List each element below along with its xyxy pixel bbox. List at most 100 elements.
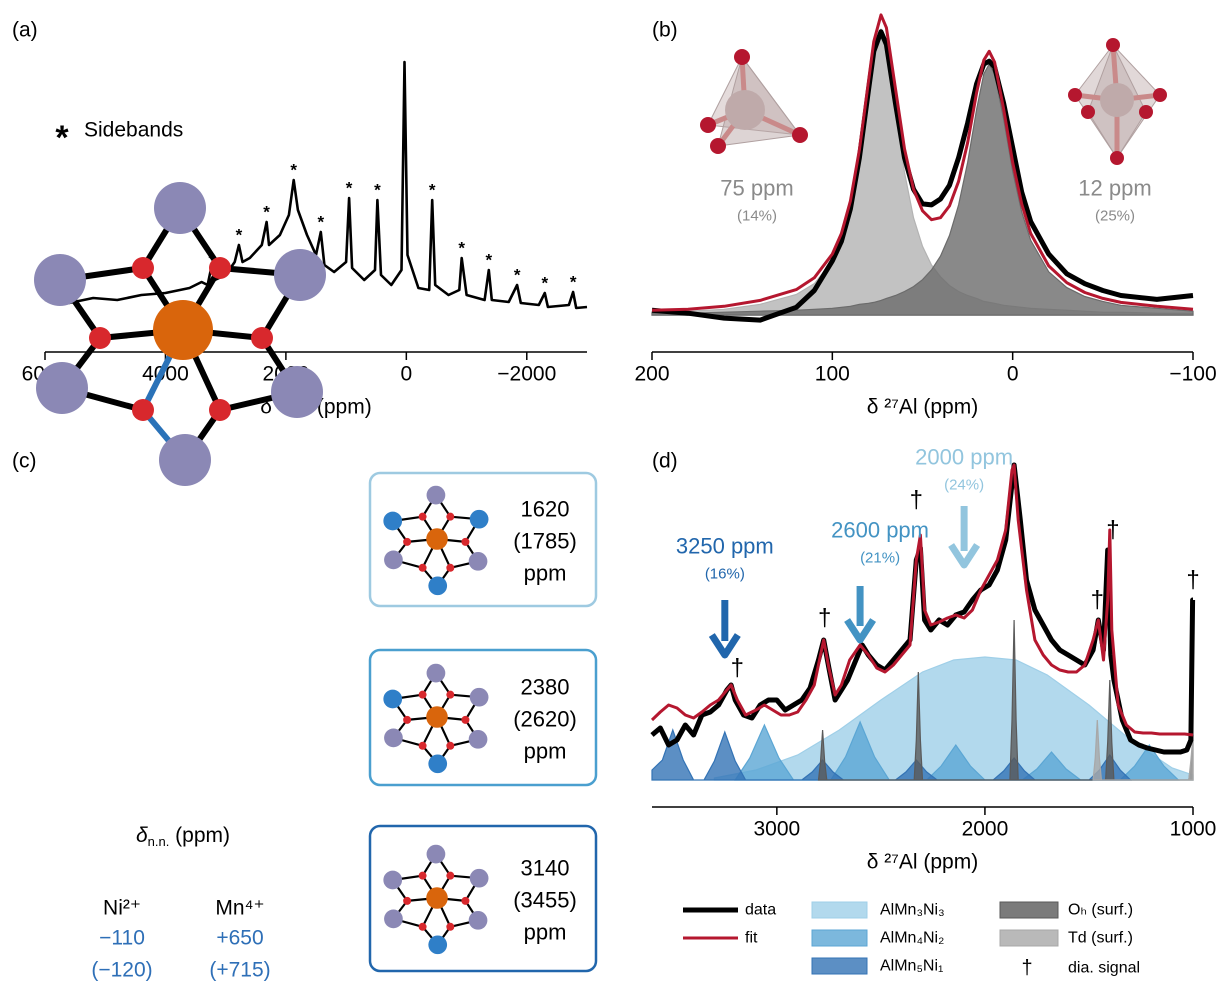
legend-dagger: † (1021, 957, 1032, 979)
mini-structure (383, 486, 488, 595)
o-atom (1081, 105, 1095, 119)
config-shift: 1620 (521, 497, 570, 522)
panel-label: (b) (652, 19, 678, 42)
legend-label: Oₕ (surf.) (1068, 902, 1133, 919)
nn-shift: −110 (99, 927, 145, 950)
nn-shift: +650 (216, 927, 263, 950)
unit: (ppm) (169, 824, 230, 847)
ni-mn-atom (428, 754, 447, 773)
o-atom (132, 399, 154, 421)
nn-shift-alt: (+715) (209, 959, 270, 982)
tetrahedron-icon (700, 49, 808, 154)
legend-swatch (1000, 902, 1058, 918)
ni-mn-atom (154, 182, 206, 234)
ni-mn-atom (469, 730, 488, 749)
panel-label: (d) (652, 450, 678, 473)
al-atom (1100, 83, 1134, 117)
sideband-marker: * (542, 274, 549, 293)
o-atom (209, 399, 231, 421)
ni-mn-atom (383, 512, 402, 531)
ion: Ni²⁺ (103, 897, 141, 920)
x-tick-label: 2000 (962, 818, 1009, 841)
o-atom (403, 897, 411, 905)
al-atom (426, 528, 448, 550)
o-atom (446, 691, 454, 699)
o-atom (419, 872, 427, 880)
ni-mn-atom (384, 910, 403, 929)
o-atom (251, 327, 273, 349)
dagger: † (731, 655, 744, 682)
o-atom (89, 327, 111, 349)
arrow-percent: (24%) (944, 477, 984, 494)
sideband-marker: * (486, 251, 493, 270)
o-atom (734, 49, 750, 65)
o-atom (419, 513, 427, 521)
o-atom (132, 257, 154, 279)
legend-label: dia. signal (1068, 960, 1140, 977)
ni-mn-atom (383, 690, 402, 709)
legend-label: AlMn₄Ni₂ (880, 930, 944, 947)
al-atom (725, 90, 765, 130)
config-alt: (1785) (513, 529, 577, 554)
subscript: n.n. (148, 834, 170, 849)
o-atom (1106, 38, 1120, 52)
ni-mn-atom (427, 664, 446, 683)
peak-label: 12 ppm (1078, 176, 1151, 201)
x-tick-label: 3000 (753, 818, 800, 841)
ni-mn-atom (470, 510, 489, 529)
o-atom (461, 897, 469, 905)
ni-mn-atom (384, 551, 403, 570)
legend-label: AlMn₅Ni₁ (880, 958, 943, 975)
config-unit: ppm (524, 920, 567, 945)
figure: (a)6000400020000−2000δ ²⁷Al (ppm)*Sideba… (0, 0, 1226, 984)
o-atom (419, 564, 427, 572)
x-tick-label: 200 (634, 363, 669, 386)
o-atom (1110, 151, 1124, 165)
legend-swatch (1000, 930, 1058, 946)
peak-percent: (25%) (1095, 208, 1135, 225)
x-tick-label: 100 (815, 363, 850, 386)
sideband-marker: * (374, 181, 381, 200)
legend-swatch (812, 930, 867, 946)
mini-structure (383, 845, 488, 954)
ni-mn-atom (383, 871, 402, 890)
arrow-percent: (21%) (860, 550, 900, 567)
legend-swatch (812, 902, 867, 918)
sideband-marker: * (236, 226, 243, 245)
legend-label: Td (surf.) (1068, 930, 1133, 947)
o-atom (403, 716, 411, 724)
sideband-marker: * (570, 273, 577, 292)
arrow-percent: (16%) (705, 566, 745, 583)
o-atom (446, 513, 454, 521)
legend-label: fit (745, 930, 758, 947)
o-atom (446, 923, 454, 931)
dagger: † (1091, 587, 1104, 614)
legend-label: data (745, 902, 776, 919)
ni-mn-atom (469, 552, 488, 571)
sideband-marker: * (429, 181, 436, 200)
o-atom (710, 138, 726, 154)
nn-shift-alt: (−120) (91, 959, 152, 982)
x-tick-label: 0 (1007, 363, 1019, 386)
o-atom (792, 127, 808, 143)
o-atom (1153, 88, 1167, 102)
o-atom (700, 117, 716, 133)
al-atom (426, 887, 448, 909)
ion: Mn⁴⁺ (215, 897, 264, 920)
ni-mn-atom (428, 576, 447, 595)
legend-label: AlMn₃Ni₃ (880, 902, 945, 919)
ni-mn-atom (428, 935, 447, 954)
ni-mn-atom (427, 845, 446, 864)
dagger: † (1106, 517, 1119, 544)
arrow-label: 2600 ppm (831, 518, 929, 543)
config-shift: 2380 (521, 675, 570, 700)
o-atom (419, 923, 427, 931)
o-atom (461, 538, 469, 546)
octahedron-icon (1068, 38, 1167, 165)
dagger: † (910, 487, 923, 514)
panel-label: (a) (12, 19, 38, 42)
mini-structure (383, 664, 488, 773)
dagger: † (818, 605, 831, 632)
sideband-marker: * (263, 203, 270, 222)
ni-mn-atom (470, 869, 489, 888)
